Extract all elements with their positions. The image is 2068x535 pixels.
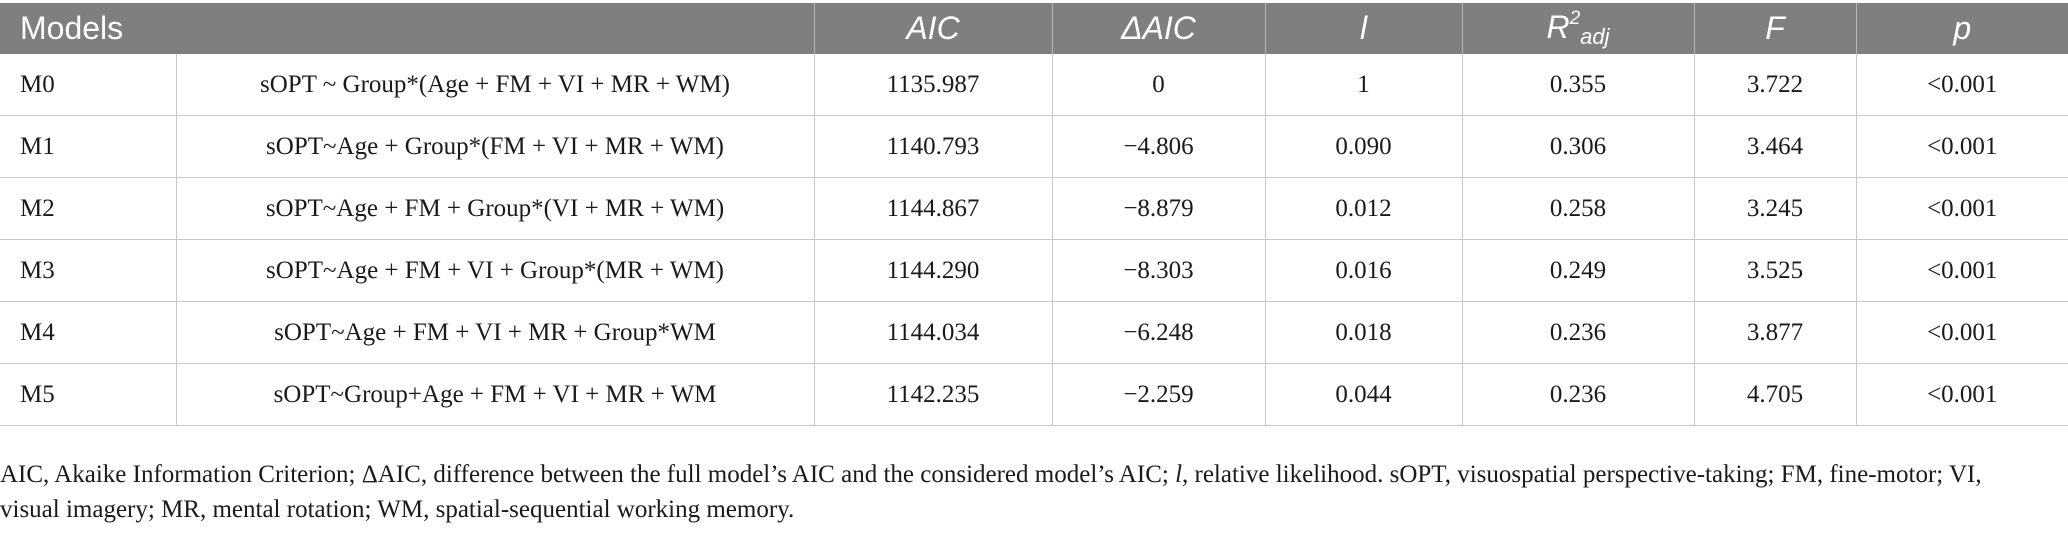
cell-f: 3.877 [1693, 301, 1856, 364]
cell-model-id: M5 [0, 363, 176, 426]
header-r2-sup: 2 [1569, 7, 1581, 29]
cell-aic: 1135.987 [813, 54, 1052, 116]
cell-f: 3.464 [1693, 115, 1856, 178]
cell-formula: sOPT~Group+Age + FM + VI + MR + WM [175, 363, 814, 426]
cell-aic: 1140.793 [813, 115, 1052, 178]
cell-formula: sOPT~Age + Group*(FM + VI + MR + WM) [175, 115, 814, 178]
cell-aic: 1142.235 [813, 363, 1052, 426]
cell-formula: sOPT ~ Group*(Age + FM + VI + MR + WM) [175, 54, 814, 116]
cell-f: 3.722 [1693, 54, 1856, 116]
cell-formula: sOPT~Age + FM + Group*(VI + MR + WM) [175, 177, 814, 240]
cell-model-id: M2 [0, 177, 176, 240]
header-delta-aic: ΔAIC [1051, 3, 1265, 54]
cell-p: <0.001 [1855, 363, 2068, 426]
cell-l: 0.018 [1264, 301, 1462, 364]
header-r2-adj: R2adj [1461, 3, 1694, 54]
model-comparison-table: Models AIC ΔAIC l R2adj F p M0 sOPT ~ Gr… [0, 3, 2068, 426]
cell-aic: 1144.867 [813, 177, 1052, 240]
cell-r2adj: 0.236 [1461, 363, 1694, 426]
header-models: Models [20, 10, 124, 46]
cell-p: <0.001 [1855, 239, 2068, 302]
cell-l: 0.090 [1264, 115, 1462, 178]
cell-l: 1 [1264, 54, 1462, 116]
table-row: M3 sOPT~Age + FM + VI + Group*(MR + WM) … [0, 239, 2068, 302]
cell-r2adj: 0.249 [1461, 239, 1694, 302]
cell-model-id: M3 [0, 239, 176, 302]
cell-p: <0.001 [1855, 115, 2068, 178]
footnote-l-symbol: l [1175, 461, 1183, 488]
table-row: M0 sOPT ~ Group*(Age + FM + VI + MR + WM… [0, 54, 2068, 116]
cell-delta-aic: −8.879 [1051, 177, 1265, 240]
cell-model-id: M1 [0, 115, 176, 178]
cell-delta-aic: 0 [1051, 54, 1265, 116]
cell-p: <0.001 [1855, 54, 2068, 116]
cell-aic: 1144.290 [813, 239, 1052, 302]
model-comparison-table-container: Models AIC ΔAIC l R2adj F p M0 sOPT ~ Gr… [0, 3, 2068, 426]
table-row: M4 sOPT~Age + FM + VI + MR + Group*WM 11… [0, 301, 2068, 364]
header-r2-sub: adj [1580, 23, 1610, 49]
cell-f: 3.245 [1693, 177, 1856, 240]
cell-r2adj: 0.236 [1461, 301, 1694, 364]
header-f: F [1693, 3, 1856, 54]
cell-model-id: M4 [0, 301, 176, 364]
table-footnote: AIC, Akaike Information Criterion; ΔAIC,… [0, 457, 2030, 527]
cell-formula: sOPT~Age + FM + VI + Group*(MR + WM) [175, 239, 814, 302]
cell-p: <0.001 [1855, 301, 2068, 364]
table-row: M2 sOPT~Age + FM + Group*(VI + MR + WM) … [0, 177, 2068, 240]
cell-r2adj: 0.355 [1461, 54, 1694, 116]
cell-p: <0.001 [1855, 177, 2068, 240]
header-r2-base: R [1546, 8, 1570, 45]
footnote-text-part2: , relative likelihood. sOPT, visuospatia… [0, 461, 1982, 523]
table-row: M5 sOPT~Group+Age + FM + VI + MR + WM 11… [0, 363, 2068, 426]
cell-delta-aic: −4.806 [1051, 115, 1265, 178]
cell-r2adj: 0.258 [1461, 177, 1694, 240]
cell-f: 4.705 [1693, 363, 1856, 426]
cell-formula: sOPT~Age + FM + VI + MR + Group*WM [175, 301, 814, 364]
footnote-text-part1: AIC, Akaike Information Criterion; ΔAIC,… [0, 461, 1176, 488]
cell-delta-aic: −8.303 [1051, 239, 1265, 302]
cell-f: 3.525 [1693, 239, 1856, 302]
header-l: l [1264, 3, 1462, 54]
cell-aic: 1144.034 [813, 301, 1052, 364]
cell-model-id: M0 [0, 54, 176, 116]
cell-delta-aic: −6.248 [1051, 301, 1265, 364]
cell-l: 0.016 [1264, 239, 1462, 302]
header-p: p [1855, 3, 2068, 54]
table-header-row: Models AIC ΔAIC l R2adj F p [0, 3, 2068, 54]
cell-delta-aic: −2.259 [1051, 363, 1265, 426]
cell-r2adj: 0.306 [1461, 115, 1694, 178]
table-row: M1 sOPT~Age + Group*(FM + VI + MR + WM) … [0, 115, 2068, 178]
header-aic: AIC [813, 3, 1052, 54]
cell-l: 0.044 [1264, 363, 1462, 426]
cell-l: 0.012 [1264, 177, 1462, 240]
